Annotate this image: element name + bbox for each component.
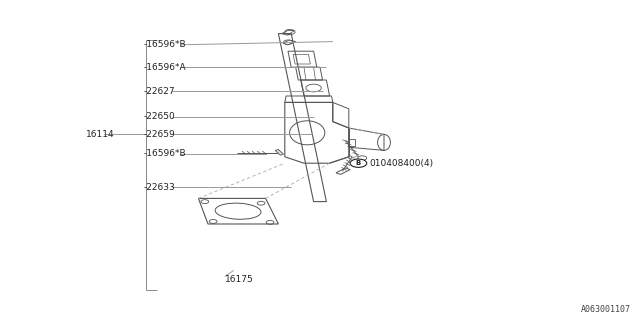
Text: -16596*B: -16596*B (143, 40, 186, 49)
Text: -22650: -22650 (143, 112, 175, 121)
Text: -22627: -22627 (143, 87, 175, 96)
Text: 010408400(4): 010408400(4) (369, 159, 433, 168)
Text: -16596*B: -16596*B (143, 149, 186, 158)
Text: 16175: 16175 (225, 275, 253, 284)
Circle shape (350, 159, 367, 167)
Text: -22659: -22659 (143, 130, 175, 139)
Text: A063001107: A063001107 (580, 305, 630, 314)
Text: B: B (356, 160, 361, 166)
Polygon shape (275, 149, 284, 155)
Text: -16596*A: -16596*A (143, 63, 186, 72)
Text: -22633: -22633 (143, 183, 175, 192)
Text: 16114: 16114 (86, 130, 115, 139)
